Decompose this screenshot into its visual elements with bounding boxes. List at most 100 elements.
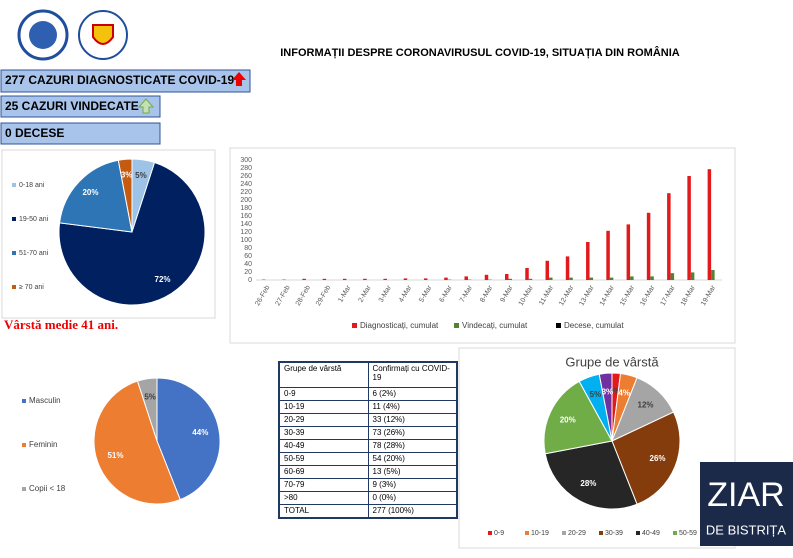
slice-label: 20% [560,415,576,424]
bar [528,278,533,280]
x-tick-label: 29-Feb [315,284,332,307]
pie-slice [611,411,681,505]
bar [444,277,448,280]
bar [646,212,651,280]
bar [464,276,468,280]
bar [545,260,550,280]
table-row: 30-39 73 (26%) [278,426,458,440]
x-tick-label: 17-Mar [660,284,677,307]
legend-label: 40-49 [642,530,660,537]
slice-label: 5% [144,393,156,402]
table-cell: 13 (5%) [367,465,458,479]
legend-marker [12,285,16,289]
panel [1,149,216,319]
y-tick-label: 60 [244,253,252,260]
bar [525,268,529,280]
y-tick-label: 160 [240,213,252,220]
bar [383,278,387,280]
bar [549,277,553,280]
slice-label: 26% [650,454,666,463]
legend-label: 51-70 ani [19,250,49,257]
bar [565,256,570,280]
legend-marker [12,217,16,221]
pie-slice [136,377,158,442]
bar [650,276,654,280]
bar [687,176,691,280]
legend-label: Feminin [29,440,57,449]
table-row: 10-19 11 (4%) [278,400,458,414]
x-tick-label: 18-Mar [680,284,697,307]
pie-slice [156,377,221,501]
bar [484,274,489,280]
bar [342,278,347,280]
table-cell: 10-19 [278,400,369,414]
slice-label: 3% [602,387,614,396]
slice-label: 44% [192,428,208,437]
table-cell: 277 (100%) [367,504,458,519]
stat-box [0,122,161,145]
y-tick-label: 20 [244,269,252,276]
x-tick-label: 27-Feb [275,284,292,307]
legend-label: Masculin [29,396,61,405]
table-cell: 0 (0%) [367,491,458,505]
table-row: Grupe de vârstă Confirmați cu COVID-19 [278,361,458,388]
table-row: 20-29 33 (12%) [278,413,458,427]
x-tick-label: 15-Mar [619,284,636,307]
bar [423,278,428,280]
panel [229,147,736,344]
pie-slice [58,161,206,306]
y-tick-label: 0 [248,277,252,284]
y-tick-label: 120 [240,229,252,236]
table-cell: 73 (26%) [367,426,458,440]
legend-label: 50-59 [679,530,697,537]
table-cell: >80 [278,491,369,505]
table-cell: TOTAL [278,504,369,519]
y-tick-label: 280 [240,165,252,172]
pie-slice [93,380,181,505]
stat: 0 DECESE [5,126,64,140]
legend-marker [525,531,529,535]
slice-label: 2% [609,387,621,396]
table-cell: 50-59 [278,452,369,466]
age-pie-group: 2%4% 12% 26% 28% 20% 5% 3% 0-9 10-19 20-29 30-39 40… [488,372,734,537]
slice-label: 5% [590,390,602,399]
legend-marker [556,323,561,328]
bar [302,278,306,280]
x-tick-label: 5-Mar [418,284,434,304]
table-row: 50-59 54 (20%) [278,452,458,466]
up-arrow [137,98,155,114]
legend-label: Diagnosticați, cumulat [360,321,439,330]
pie-slice [543,380,613,455]
y-tick-label: 240 [240,181,252,188]
legend-label: 20-29 [568,530,586,537]
table-cell: 78 (28%) [367,439,458,453]
y-tick-label: 40 [244,261,252,268]
legend-marker [22,443,26,447]
table-cell: 60-69 [278,465,369,479]
table-cell: 6 (2%) [367,387,458,401]
bar [403,278,408,280]
table-cell: 0-9 [278,387,369,401]
bar [508,278,513,280]
stat: 25 CAZURI VINDECATE [5,99,139,113]
table-cell: 40-49 [278,439,369,453]
table-row: 70-79 9 (3%) [278,478,458,492]
legend-label: Decese, cumulat [564,321,624,330]
x-tick-label: 8-Mar [479,284,495,304]
table-cell: Grupe de vârstă [278,361,369,388]
bar [363,278,367,280]
slice-label: 5% [135,171,147,180]
title: INFORMAȚII DESPRE CORONAVIRUSUL COVID-19… [280,46,680,59]
x-tick-label: 9-Mar [499,284,515,304]
x-tick-label: 7-Mar [459,284,475,304]
bar [569,277,573,280]
legend-label: 0-9 [494,530,504,537]
bar [630,276,634,280]
stat-box [0,95,161,118]
legend-marker [352,323,357,328]
bar [322,278,327,280]
slice-label: 72% [155,275,171,284]
table-cell: 20-29 [278,413,369,427]
